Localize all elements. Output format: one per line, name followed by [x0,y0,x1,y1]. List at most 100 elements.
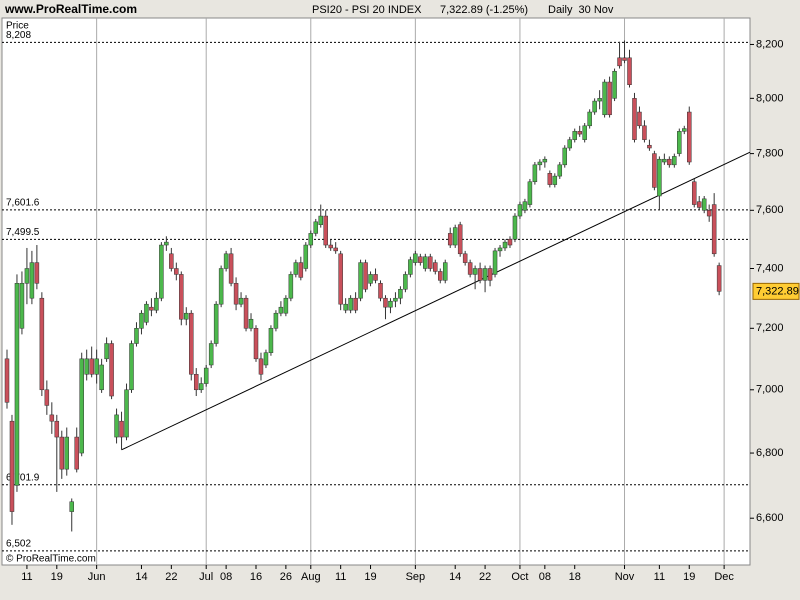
candle-body [572,131,577,140]
candle-body [492,250,498,275]
quote: 7,322.89 (-1.25%) [440,4,528,16]
candle-body [388,300,393,308]
candle-body [164,241,169,246]
candle-body [557,164,563,177]
candle-body [368,274,373,284]
candle-body [617,57,622,67]
candle-body [109,343,114,397]
candle-body [99,364,104,391]
candle-body [14,283,20,486]
candle-body [522,201,528,211]
candle-body [642,125,647,140]
candle-body [303,244,309,269]
candle-body [597,98,602,102]
candle-body [701,198,707,211]
candle-body [288,274,294,299]
x-tick-label: 22 [165,571,177,583]
candle-body [408,259,413,275]
candle-body [682,128,687,132]
candle-body [438,271,443,281]
candle-body [497,247,503,252]
candle-body [482,268,488,281]
candle-body [537,161,543,166]
candle-body [472,268,478,275]
candle-body [273,312,279,329]
candle-body [447,233,453,246]
candle-body [19,283,25,329]
candle-body [627,57,632,85]
candle-body [9,420,15,512]
candle-body [278,306,284,314]
candle-body [442,262,448,281]
x-tick-label: 08 [539,571,551,583]
x-tick-label: Jul [199,571,213,583]
candle-body [512,215,518,240]
x-tick-label: Nov [615,571,635,583]
candle-body [328,244,333,249]
candle-body [144,303,149,323]
x-tick-label: Oct [511,571,528,583]
candle-body [567,139,572,149]
candle-body [502,241,508,249]
candle-body [542,158,548,163]
candle-body [263,352,269,366]
candle-body [582,125,587,140]
x-tick-label: 11 [335,571,346,583]
x-tick-label: Dec [714,571,734,583]
candle-body [44,389,50,406]
candle-body [343,303,348,311]
candle-body [159,244,164,299]
y-tick-label: 8,200 [756,38,784,50]
candle-body [507,238,513,246]
x-tick-label: 11 [21,571,32,583]
candle-body [647,144,652,149]
candle-body [612,70,617,99]
candle-body [313,221,319,234]
candle-body [552,175,558,185]
candle-body [124,389,129,438]
last-value-box [752,282,800,300]
candle-body [696,201,702,208]
candle-body [338,253,343,305]
x-tick-label: 19 [51,571,63,583]
candle-body [577,131,582,135]
candle-body [114,414,119,438]
plot-area [1,17,751,566]
candle-body [203,367,209,384]
candle-body [622,57,627,61]
x-tick-label: 14 [449,571,461,583]
candle-body [243,297,249,329]
candle-body [383,297,388,308]
candle-body [517,204,523,217]
candle-body [69,501,74,512]
candle-body [398,288,403,299]
period: Daily 30 Nov [548,4,614,16]
candle-body [298,262,304,278]
candle-body [129,343,134,391]
candle-body [59,436,65,470]
candle-body [547,173,553,185]
candle-body [54,420,60,438]
trendline [121,151,751,451]
candle-body [238,297,244,305]
candle-body [4,358,10,403]
level-label: 7,601.6 [6,197,40,208]
y-tick-label: 6,800 [756,447,784,459]
candle-body [248,318,254,329]
candle-body [323,215,328,246]
candle-body [213,303,219,344]
candle-body [418,256,423,263]
candle-body [218,268,224,305]
candle-body [84,358,89,375]
candle-body [452,227,458,246]
x-tick-label: 11 [654,571,665,583]
candle-body [691,181,697,205]
x-tick-label: Sep [406,571,426,583]
candle-body [711,204,717,255]
candle-body [363,262,368,290]
candle-body [652,153,657,188]
site: www.ProRealTime.com [4,2,137,16]
candle-body [253,328,259,360]
candle-body [74,436,79,470]
